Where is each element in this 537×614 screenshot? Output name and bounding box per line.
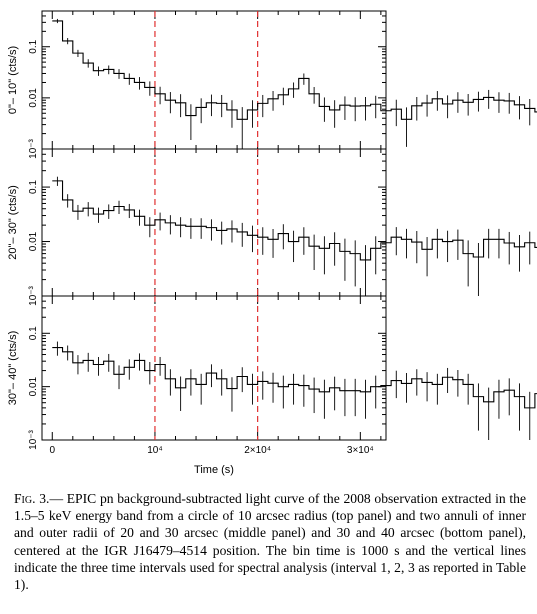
y-tick-label: 0.1 [28,326,39,340]
figure-caption: Fig. 3.— EPIC pn background-subtracted l… [14,490,526,593]
y-axis-label: 30"– 40" (cts/s) [7,331,19,405]
y-tick-label: 10⁻³ [28,138,39,158]
y-tick-label: 0.1 [28,180,39,194]
light-curve-steps [52,180,537,261]
figure-number: Fig. 3. [14,491,50,506]
y-tick-label: 10⁻³ [28,429,39,449]
y-tick-label: 10⁻³ [28,285,39,305]
y-tick-label: 0.01 [28,88,39,108]
light-curve-figure: 0.1 0.01 10⁻³ 0"– 10" (cts/s) 0.1 0.01 10⁻³ 20"… [7,10,537,476]
panel-frame [41,148,387,297]
y-axis-label: 0"– 10" (cts/s) [7,46,19,114]
x-tick-label: 3×10⁴ [347,445,374,456]
x-tick-label: 10⁴ [147,445,162,456]
panel-frame [41,10,387,150]
x-tick-label: 2×10⁴ [244,445,271,456]
x-tick-label: 0 [49,445,55,456]
y-axis-label: 20"– 30" (cts/s) [7,185,19,259]
y-tick-label: 0.01 [28,376,39,396]
y-tick-label: 0.01 [28,231,39,251]
panel-frame [41,295,387,441]
caption-text: — EPIC pn background-subtracted light cu… [14,491,526,593]
x-axis-label: Time (s) [194,464,234,476]
light-curve-steps [52,347,537,409]
y-tick-label: 0.1 [28,39,39,53]
light-curve-steps [52,20,537,120]
